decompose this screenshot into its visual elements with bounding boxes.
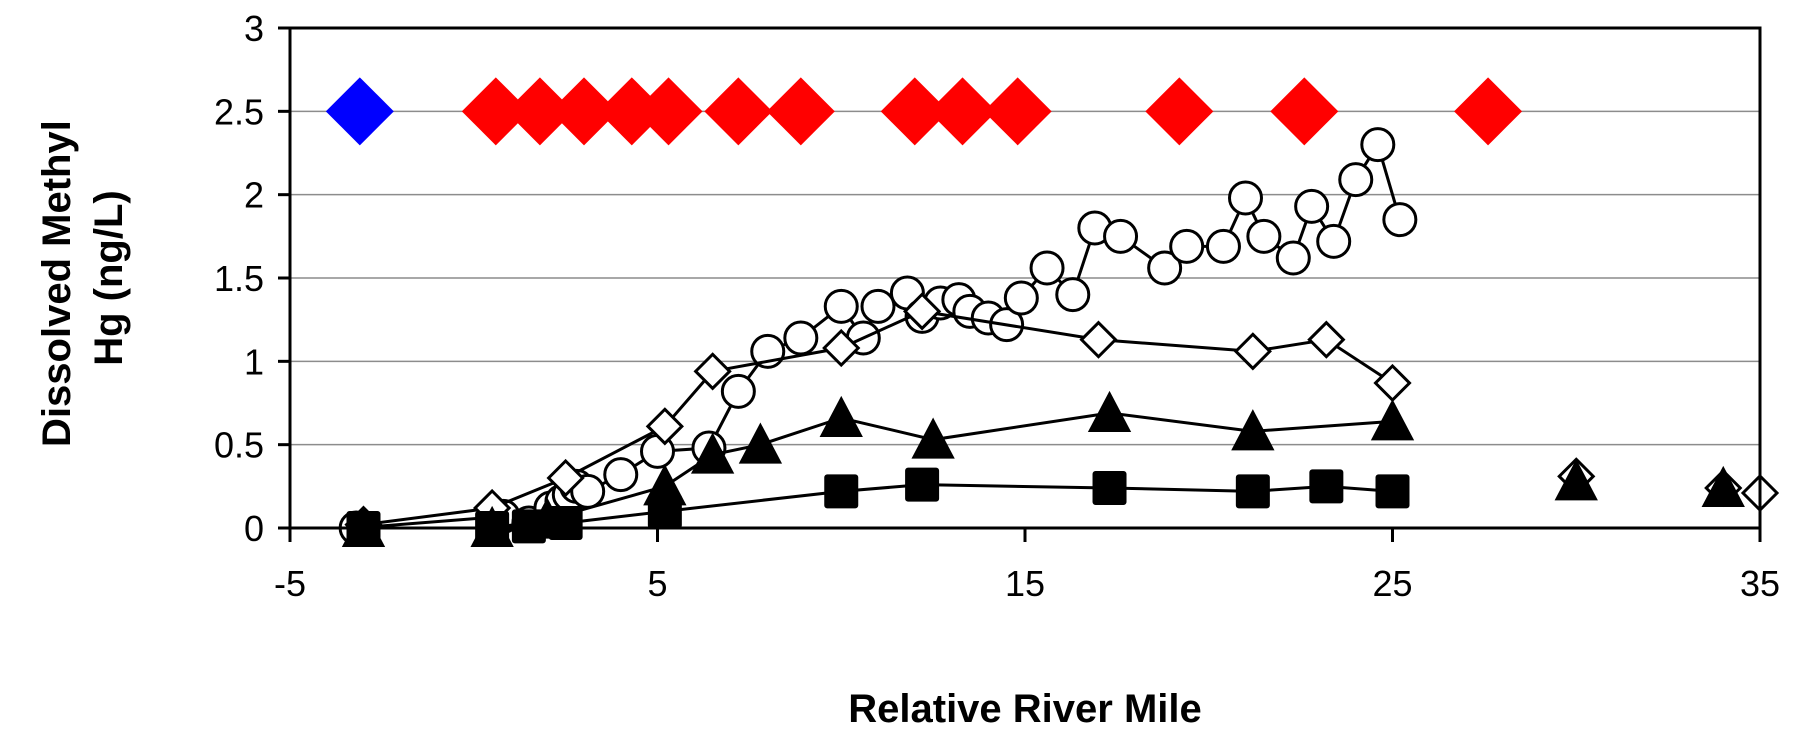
series-5-point-1	[505, 77, 574, 146]
series-3-point-2	[511, 509, 546, 544]
series-0-point-38	[1360, 127, 1396, 163]
x-tick-label-0: -5	[274, 563, 306, 604]
series-0-point-35	[1294, 188, 1330, 224]
series-0-point-11	[720, 373, 756, 409]
series-4-point-0	[325, 77, 394, 146]
series-4	[325, 77, 394, 146]
y-axis-title: Dissolved Methyl Hg (ng/L)	[35, 109, 131, 447]
series-5-point-3	[597, 77, 666, 146]
series-1-point-5	[822, 328, 861, 368]
y-tick-label-6: 3	[244, 8, 264, 49]
series-5-point-6	[766, 77, 835, 146]
series-5-point-12	[1454, 77, 1523, 146]
x-tick-label-2: 15	[1005, 563, 1045, 604]
y-tick-label-4: 2	[244, 175, 264, 216]
series-0-point-14	[823, 288, 859, 324]
y-tick-label-3: 1.5	[214, 258, 264, 299]
series-2-extra-point-0	[1554, 459, 1598, 501]
series-2-point-6	[819, 395, 863, 437]
series-0-point-39	[1382, 202, 1418, 238]
series-5-point-11	[1270, 77, 1339, 146]
series-0-point-24	[1003, 280, 1039, 316]
x-tick-label-1: 5	[647, 563, 667, 604]
series-1-point-7	[1079, 320, 1118, 359]
tick-labels: 0 0.5 1 1.5 2 2.5 3 -5 5 15 25 35	[214, 8, 1780, 604]
x-axis-title: Relative River Mile	[848, 687, 1202, 731]
series-1-point-6	[902, 292, 942, 331]
series-0-point-33	[1246, 218, 1282, 254]
series-2-point-4	[690, 432, 735, 474]
series-0-point-34	[1275, 240, 1311, 276]
series-1-point-3	[645, 407, 684, 446]
series-5-point-4	[634, 77, 703, 146]
series-0-point-16	[860, 288, 896, 324]
series-3-point-9	[1309, 469, 1344, 504]
series-5-point-8	[928, 77, 997, 146]
series-3-point-4	[647, 494, 682, 529]
y-axis-title-line-1: Dissolved Methyl	[35, 120, 79, 447]
series-0-point-32	[1228, 180, 1263, 216]
series-0-point-31	[1205, 228, 1241, 264]
y-tick-label-2: 1	[244, 341, 264, 382]
y-axis-title-line-2: Hg (ng/L)	[87, 190, 131, 366]
series-0-point-26	[1055, 277, 1091, 313]
plot-border	[288, 26, 1762, 530]
series-2-point-7	[911, 417, 955, 459]
series-0-point-30	[1169, 228, 1205, 264]
y-tick-label-5: 2.5	[214, 91, 264, 132]
series-0-point-8	[603, 457, 639, 493]
series-2-point-5	[738, 422, 783, 464]
series-0-point-36	[1316, 223, 1352, 259]
series-0-point-28	[1103, 218, 1139, 254]
series-0-point-25	[1029, 250, 1065, 286]
x-tick-label-3: 25	[1372, 563, 1412, 604]
series-3-point-3	[548, 506, 583, 540]
series-5-point-2	[550, 77, 618, 146]
series-5-point-5	[704, 77, 773, 146]
series-1-point-8	[1233, 332, 1272, 371]
series-2-point-10	[1370, 399, 1415, 441]
y-tick-label-1: 0.5	[214, 425, 264, 466]
series-3-point-6	[905, 467, 940, 502]
series-0-point-37	[1338, 162, 1374, 198]
series-1-point-9	[1307, 320, 1346, 359]
series-1-point-4	[693, 352, 732, 391]
series-2-point-8	[1087, 390, 1132, 432]
gridlines	[290, 110, 1760, 446]
series-0-point-29	[1147, 250, 1183, 286]
series-1-point-2	[546, 458, 585, 498]
series-3-point-7	[1092, 471, 1127, 505]
series-3-point-10	[1375, 474, 1410, 509]
series-2-point-9	[1231, 409, 1275, 451]
series-3-point-8	[1235, 474, 1270, 509]
series-0-point-13	[783, 320, 819, 356]
y-tick-label-0: 0	[244, 508, 264, 549]
series-3-point-5	[824, 474, 859, 509]
series-5-point-7	[880, 77, 949, 146]
series-2-extra-point-1	[1701, 465, 1745, 507]
series-5-point-10	[1145, 77, 1214, 146]
series-5-point-0	[461, 77, 530, 146]
series-5-point-9	[983, 77, 1052, 146]
x-tick-label-4: 35	[1740, 563, 1780, 604]
series-5	[461, 77, 1523, 146]
